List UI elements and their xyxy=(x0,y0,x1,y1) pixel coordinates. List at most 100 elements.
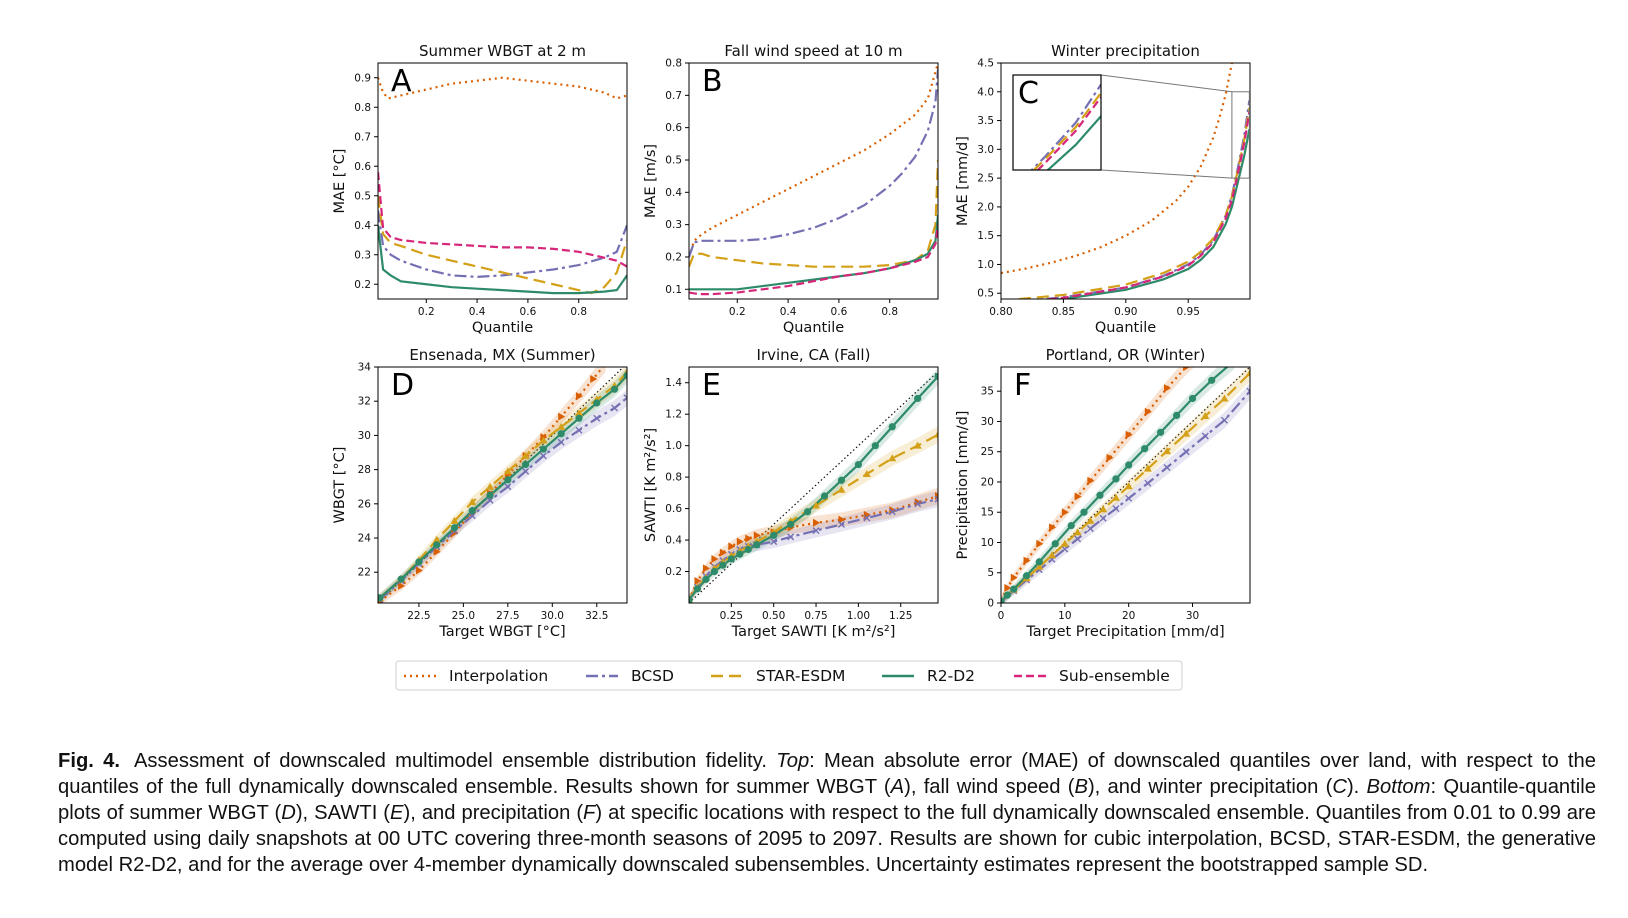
marker-star-esdm xyxy=(1060,539,1069,547)
x-axis-label: Target SAWTI [K m²/s²] xyxy=(731,624,896,640)
y-tick-label: 0.6 xyxy=(665,503,682,515)
y-tick-label: 32 xyxy=(358,396,371,408)
marker-r2-d2 xyxy=(837,476,846,484)
y-tick-label: 0.6 xyxy=(665,122,682,134)
marker-r2-d2 xyxy=(1080,508,1088,516)
marker-bcsd xyxy=(934,495,938,503)
uncertainty-band xyxy=(689,426,938,603)
marker-bcsd xyxy=(623,394,627,402)
legend-label: BCSD xyxy=(631,667,674,685)
marker-r2-d2 xyxy=(1208,376,1216,384)
panel-title: Summer WBGT at 2 m xyxy=(419,42,586,60)
marker-interpolation xyxy=(813,518,821,527)
panel-e: Irvine, CA (Fall) 0.25 0.50 0.75 1.00 1.25 0.2… xyxy=(643,346,939,640)
panel-a: Summer WBGT at 2 m 0.2 0.4 0.6 0.8 0.2 0.3 0.4 0… xyxy=(332,42,628,336)
marker-bcsd xyxy=(611,404,619,412)
series-line-sub-ensemble xyxy=(378,172,627,268)
y-tick-label: 3.0 xyxy=(977,144,994,156)
y-axis-label: SAWTI [K m²/s²] xyxy=(643,428,659,542)
x-tick-label: 0.80 xyxy=(989,306,1012,318)
marker-bcsd xyxy=(593,414,601,422)
marker-star-esdm xyxy=(521,451,530,459)
marker-interpolation xyxy=(728,542,736,551)
caption-text: Assessment of downscaled multimodel ense… xyxy=(58,750,1596,876)
x-axis-label: Quantile xyxy=(1095,320,1156,336)
y-tick-label: 0.8 xyxy=(354,102,371,114)
marker-r2-d2 xyxy=(623,371,627,380)
marker-interpolation xyxy=(719,548,727,557)
marker-r2-d2 xyxy=(1141,445,1149,453)
marker-interpolation xyxy=(736,537,744,546)
marker-interpolation xyxy=(1106,453,1114,462)
marker-interpolation xyxy=(1023,556,1031,565)
marker-bcsd xyxy=(468,512,476,520)
x-tick-label: 0.95 xyxy=(1177,306,1200,318)
marker-r2-d2 xyxy=(1096,491,1104,499)
marker-r2-d2 xyxy=(557,430,565,438)
marker-star-esdm xyxy=(450,516,459,524)
x-tick-label: 0.2 xyxy=(729,306,746,318)
y-tick-label: 3.5 xyxy=(977,115,994,127)
x-tick-label: 32.5 xyxy=(585,610,608,622)
zoom-region xyxy=(1231,91,1250,179)
legend-label: Sub-ensemble xyxy=(1059,667,1170,685)
axes-frame xyxy=(688,366,939,604)
y-tick-label: 1.5 xyxy=(977,230,994,242)
y-tick-label: 0.3 xyxy=(354,249,371,261)
y-tick-label: 0.8 xyxy=(665,472,682,484)
series-line-r2-d2 xyxy=(689,214,938,291)
marker-r2-d2 xyxy=(1188,394,1197,403)
axes-frame xyxy=(1000,62,1251,300)
x-tick-label: 1.00 xyxy=(847,610,870,622)
legend-label: R2-D2 xyxy=(927,667,975,685)
x-tick-label: 0.75 xyxy=(804,610,827,622)
marker-star-esdm xyxy=(1086,516,1095,524)
marker-r2-d2 xyxy=(1125,461,1133,469)
inset-plot xyxy=(0,43,1101,274)
marker-r2-d2 xyxy=(854,460,862,469)
x-tick-label: 30.0 xyxy=(541,610,564,622)
uncertainty-band xyxy=(689,368,938,603)
marker-star-esdm xyxy=(1048,551,1057,559)
x-axis-label: Quantile xyxy=(783,320,844,336)
panel-title: Ensenada, MX (Summer) xyxy=(409,346,595,364)
y-tick-label: 30 xyxy=(358,430,371,442)
marker-bcsd xyxy=(837,520,845,528)
marker-bcsd xyxy=(575,426,583,434)
marker-interpolation xyxy=(838,515,846,524)
y-tick-label: 0.7 xyxy=(665,90,682,102)
marker-r2-d2 xyxy=(378,594,384,602)
series-line-bcsd xyxy=(378,210,627,278)
marker-star-esdm xyxy=(1111,493,1120,501)
x-tick-label: 22.5 xyxy=(407,610,430,622)
series-line-interpolation xyxy=(0,43,1013,274)
y-tick-label: 35 xyxy=(981,386,994,398)
y-axis-label: Precipitation [mm/d] xyxy=(955,411,971,560)
y-tick-label: 0.4 xyxy=(665,535,682,547)
marker-star-esdm xyxy=(1182,429,1191,437)
axes-frame xyxy=(377,366,628,604)
marker-r2-d2 xyxy=(486,491,494,499)
x-tick-label: 30 xyxy=(1186,610,1199,622)
marker-interpolation xyxy=(398,581,406,590)
marker-bcsd xyxy=(1125,494,1133,502)
marker-bcsd xyxy=(1182,448,1190,456)
x-tick-label: 1.25 xyxy=(889,610,912,622)
marker-r2-d2 xyxy=(803,508,812,516)
y-tick-label: 25 xyxy=(981,446,994,458)
panel-title: Fall wind speed at 10 m xyxy=(724,42,902,60)
marker-bcsd xyxy=(504,483,512,491)
series-line-r2-d2 xyxy=(1046,115,1101,170)
marker-r2-d2 xyxy=(575,414,583,422)
plot-area xyxy=(689,368,938,603)
marker-star-esdm xyxy=(1073,528,1082,536)
marker-bcsd xyxy=(1099,514,1107,522)
panel-letter: C xyxy=(1018,76,1039,111)
panel-c: Winter precipitation 0.80 0.85 0.90 0.95 0.5 1… xyxy=(0,42,1251,336)
plot-area xyxy=(378,76,627,295)
y-tick-label: 24 xyxy=(358,533,372,545)
marker-r2-d2 xyxy=(1003,591,1011,599)
y-tick-label: 0.5 xyxy=(665,154,682,166)
marker-star-esdm xyxy=(1246,369,1250,377)
caption-label: Fig. 4. xyxy=(58,750,120,772)
